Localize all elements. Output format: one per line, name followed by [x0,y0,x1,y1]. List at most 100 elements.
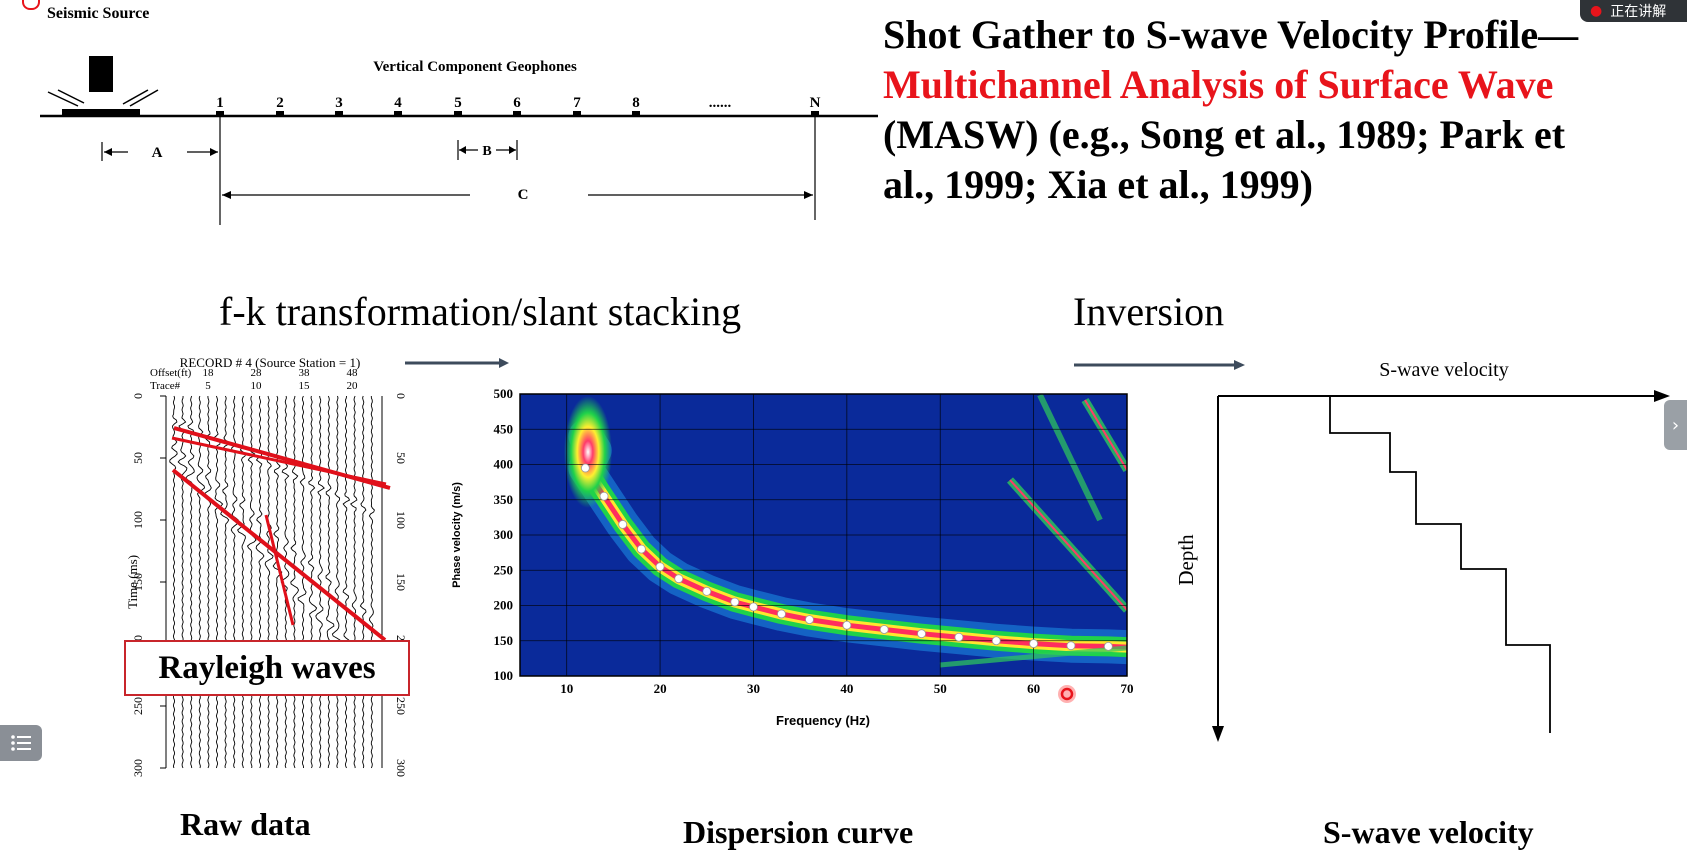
time-tick-left: 250 [131,697,145,715]
expand-panel-button[interactable]: › [1664,400,1687,450]
trace-tick: 20 [347,380,359,392]
raw-top-ticks: 18 28 38 48 5 10 15 20 [203,367,359,392]
rayleigh-line [171,436,387,486]
y-tick-label: 150 [494,633,514,648]
time-tick-right: 250 [394,697,408,715]
trace-tick: 5 [205,380,211,392]
x-tick-label: 10 [560,681,573,696]
x-tick-label: 60 [1027,681,1040,696]
velocity-step-profile [1329,396,1551,733]
dispersion-caption: Dispersion curve [683,814,914,850]
geophone [573,111,581,116]
inversion-stage-label: Inversion [1073,289,1225,334]
source-ray [57,89,85,104]
x-tick-label: 70 [1121,681,1134,696]
swave-caption: S-wave velocity [1323,814,1534,850]
seismic-trace [169,395,178,769]
source-ray [122,89,149,105]
time-tick-right: 0 [394,393,408,399]
station-label: 7 [573,95,581,111]
geophone-stations: 1 2 3 4 5 6 7 8...... N [216,95,821,116]
time-tick-left: 150 [131,573,145,591]
dim-a-label: A [152,145,163,161]
seismic-trace [220,395,230,769]
dispersion-point [730,597,740,607]
dim-b-arrowhead [459,146,466,154]
raw-traces [169,395,376,769]
trace-tick: 15 [299,380,311,392]
raw-data-seismogram: RECORD # 4 (Source Station = 1) Offset(f… [125,355,408,777]
slide-title: Shot Gather to S-wave Velocity Profile— … [883,10,1643,210]
time-tick-right: 50 [394,452,408,464]
y-tick-labels: 100 150 200 250 300 350 400 450 500 [494,386,514,683]
dispersion-point [777,609,786,619]
dim-c-label: C [518,187,529,203]
offset-tick: 18 [203,367,215,379]
dispersion-point [580,463,590,473]
geophone [454,111,462,116]
list-icon [11,735,31,751]
higher-mode [1037,394,1103,522]
raw-time-ticks: 005050100100150150200200250250300300 [131,393,408,777]
y-tick-label: 400 [494,457,514,472]
offset-tick: 28 [251,367,263,379]
rayleigh-line [264,514,295,626]
recording-indicator-icon [22,0,40,10]
x-tick-labels: 10 20 30 40 50 60 70 [560,681,1133,696]
dim-b-arrowhead [509,146,516,154]
title-line-1: Shot Gather to S-wave Velocity Profile— [883,12,1579,57]
seismic-trace [177,395,188,769]
outline-button[interactable] [0,725,42,761]
velocity-profile: S-wave velocity Depth [1174,359,1670,742]
fk-stage-label: f-k transformation/slant stacking [219,289,742,334]
dispersion-point [1066,641,1076,651]
x-tick-label: 20 [654,681,667,696]
geophone [811,111,819,116]
x-tick-label: 30 [747,681,760,696]
seismic-trace [203,395,212,769]
station-label: 3 [335,95,343,111]
time-tick-right: 100 [394,511,408,529]
time-tick-right: 150 [394,573,408,591]
offset-label: Offset(ft) [150,367,192,379]
profile-y-arrowhead [1212,726,1224,742]
seismic-trace [325,395,335,769]
dim-c-arrowhead [804,191,813,199]
dispersion-point [805,615,814,625]
title-line-3: (MASW) (e.g., Song et al., 1989; Park et [883,112,1566,157]
presenting-button[interactable]: ● 正在讲解 [1580,0,1687,22]
source-block [89,56,113,92]
plot-frame [519,393,1128,677]
source-plate [62,109,140,115]
y-tick-label: 100 [494,668,514,683]
dispersion-point [618,520,628,529]
dispersion-chart: 10 20 30 40 50 60 70 100 150 200 250 300 350 400 450 5… [451,386,1134,728]
seismic-trace [331,395,341,769]
time-tick-left: 0 [131,393,145,399]
cursor-highlight [1060,687,1074,701]
station-label: 6 [513,95,521,111]
title-line-4: al., 1999; Xia et al., 1999) [883,162,1313,207]
station-label: N [810,95,821,111]
time-tick-left: 100 [131,511,145,529]
profile-x-arrowhead [1654,390,1670,402]
seismic-trace [297,395,307,769]
source-ray [47,91,79,107]
rayleigh-waves-annotation: Rayleigh waves [124,640,410,696]
dispersion-points [580,463,1113,651]
y-tick-label: 200 [494,598,514,613]
time-tick-right: 300 [394,759,408,777]
seismic-trace [272,395,283,769]
dispersion-point [599,491,609,501]
dim-a-arrowhead [210,148,218,156]
seismic-trace [290,395,299,769]
y-tick-label: 350 [494,492,514,507]
higher-mode [1084,399,1127,471]
presenting-button-label: 正在讲解 [1610,4,1667,20]
seismic-trace [348,395,358,769]
dispersion-point [879,625,889,634]
y-tick-label: 450 [494,421,514,436]
time-tick-left: 300 [131,759,145,777]
dispersion-point [1103,641,1113,651]
energy-band [582,433,1127,650]
